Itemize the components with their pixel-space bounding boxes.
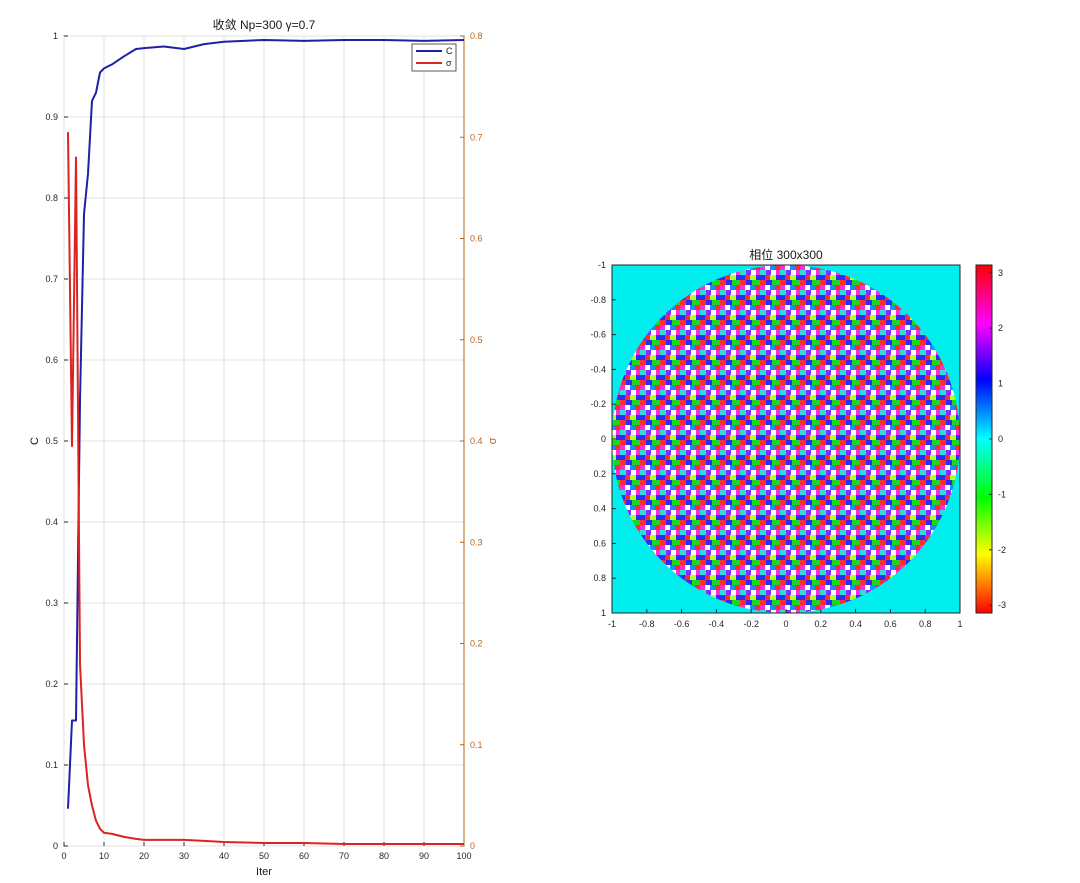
y-right-tick-label: 0.4 — [470, 436, 483, 446]
convergence-y-left-label: C — [29, 437, 41, 445]
y-right-tick-label: 0.8 — [470, 31, 483, 41]
y-right-tick-label: 0 — [470, 841, 475, 851]
convergence-lines — [67, 39, 465, 845]
colorbar-tick-label: 2 — [998, 323, 1003, 333]
x-tick-label: 0 — [61, 851, 66, 861]
y-right-tick-label: 0.2 — [470, 639, 483, 649]
x-tick-label: 60 — [299, 851, 309, 861]
phase-x-tick-label: 0.6 — [884, 619, 897, 629]
phase-y-tick-label: -0.4 — [590, 364, 606, 374]
phase-y-tick-label: -1 — [598, 260, 606, 270]
colorbar-tick-label: 1 — [998, 379, 1003, 389]
phase-map-chart: -1 -0.8 -0.6 -0.4 -0.2 0 0.2 0.4 0.6 0.8 1 -1-0.8-… — [590, 247, 1006, 629]
phase-x-tick-label: 0 — [783, 619, 788, 629]
convergence-y-right-ticks: 0 0.1 0.2 0.3 0.4 0.5 0.6 0.7 0.8 — [460, 31, 483, 851]
x-tick-label: 90 — [419, 851, 429, 861]
phase-x-tick-label: -1 — [608, 619, 616, 629]
phase-x-tick-label: 0.4 — [849, 619, 862, 629]
x-tick-label: 80 — [379, 851, 389, 861]
x-tick-label: 70 — [339, 851, 349, 861]
x-tick-label: 100 — [456, 851, 471, 861]
convergence-chart: 0 10 20 30 40 50 60 70 80 90 100 00.10.20.30.40.50… — [29, 17, 499, 878]
phase-y-tick-label: -0.6 — [590, 330, 606, 340]
convergence-title: 收敛 Np=300 γ=0.7 — [213, 17, 316, 32]
x-tick-label: 20 — [139, 851, 149, 861]
y-left-tick-label: 0.6 — [45, 355, 58, 365]
x-tick-label: 10 — [99, 851, 109, 861]
y-left-tick-label: 0.1 — [45, 760, 58, 770]
phase-y-tick-label: 0.6 — [593, 538, 606, 548]
phase-x-tick-label: -0.6 — [674, 619, 690, 629]
y-left-tick-label: 0 — [53, 841, 58, 851]
phase-x-tick-label: -0.2 — [743, 619, 759, 629]
convergence-y-left-ticks: 0 0.1 0.2 0.3 0.4 0.5 0.6 0.7 0.8 0.9 1 — [45, 31, 68, 851]
y-left-tick-label: 0.8 — [45, 193, 58, 203]
legend-sigma-label: σ — [446, 58, 452, 68]
phase-y-tick-label: -0.8 — [590, 295, 606, 305]
legend-c-label: C — [446, 46, 453, 56]
colorbar-tick-label: -2 — [998, 545, 1006, 555]
y-right-tick-label: 0.7 — [470, 132, 483, 142]
legend-box — [411, 43, 457, 72]
phase-y-tick-label: 0.2 — [593, 469, 606, 479]
series-sigma-line — [67, 132, 464, 845]
series-c-line — [67, 39, 465, 809]
colorbar-tick-label: -3 — [998, 600, 1006, 610]
y-right-tick-label: 0.6 — [470, 234, 483, 244]
y-left-tick-label: 0.3 — [45, 598, 58, 608]
colorbar-tick-label: 0 — [998, 434, 1003, 444]
phase-x-tick-label: 1 — [957, 619, 962, 629]
x-tick-label: 50 — [259, 851, 269, 861]
convergence-y-right-label: σ — [487, 437, 499, 444]
y-left-tick-label: 0.2 — [45, 679, 58, 689]
phase-y-tick-label: 0.8 — [593, 573, 606, 583]
phase-y-tick-label: -0.2 — [590, 399, 606, 409]
phase-y-tick-label: 0.4 — [593, 504, 606, 514]
phase-x-tick-label: 0.8 — [919, 619, 932, 629]
y-left-tick-label: 1 — [53, 31, 58, 41]
y-right-tick-label: 0.3 — [470, 537, 483, 547]
colorbar-tick-label: -1 — [998, 489, 1006, 499]
y-left-tick-label: 0.5 — [45, 436, 58, 446]
phase-y-ticks: -1 -0.8 -0.6 -0.4 -0.2 0 0.2 0.4 0.6 0.8 1 — [590, 260, 616, 618]
y-right-tick-label: 0.5 — [470, 335, 483, 345]
y-left-tick-label: 0.7 — [45, 274, 58, 284]
phase-y-tick-label: 1 — [601, 608, 606, 618]
convergence-grid — [63, 35, 465, 847]
phase-title: 相位 300x300 — [749, 247, 823, 262]
colorbar-ticks: 3 2 1 0 -1 -2 -3 — [989, 268, 1006, 610]
x-tick-label: 40 — [219, 851, 229, 861]
phase-x-ticks: -1 -0.8 -0.6 -0.4 -0.2 0 0.2 0.4 0.6 0.8 1 — [608, 609, 963, 629]
phase-x-tick-label: 0.2 — [815, 619, 828, 629]
phase-x-tick-label: -0.8 — [639, 619, 655, 629]
phase-aperture — [612, 265, 960, 613]
y-left-tick-label: 0.9 — [45, 112, 58, 122]
phase-y-tick-label: 0 — [601, 434, 606, 444]
y-left-tick-label: 0.4 — [45, 517, 58, 527]
colorbar-tick-label: 3 — [998, 268, 1003, 278]
convergence-legend: C σ — [411, 43, 457, 72]
y-right-tick-label: 0.1 — [470, 740, 483, 750]
phase-x-tick-label: -0.4 — [709, 619, 725, 629]
x-tick-label: 30 — [179, 851, 189, 861]
convergence-x-label: Iter — [256, 866, 272, 878]
